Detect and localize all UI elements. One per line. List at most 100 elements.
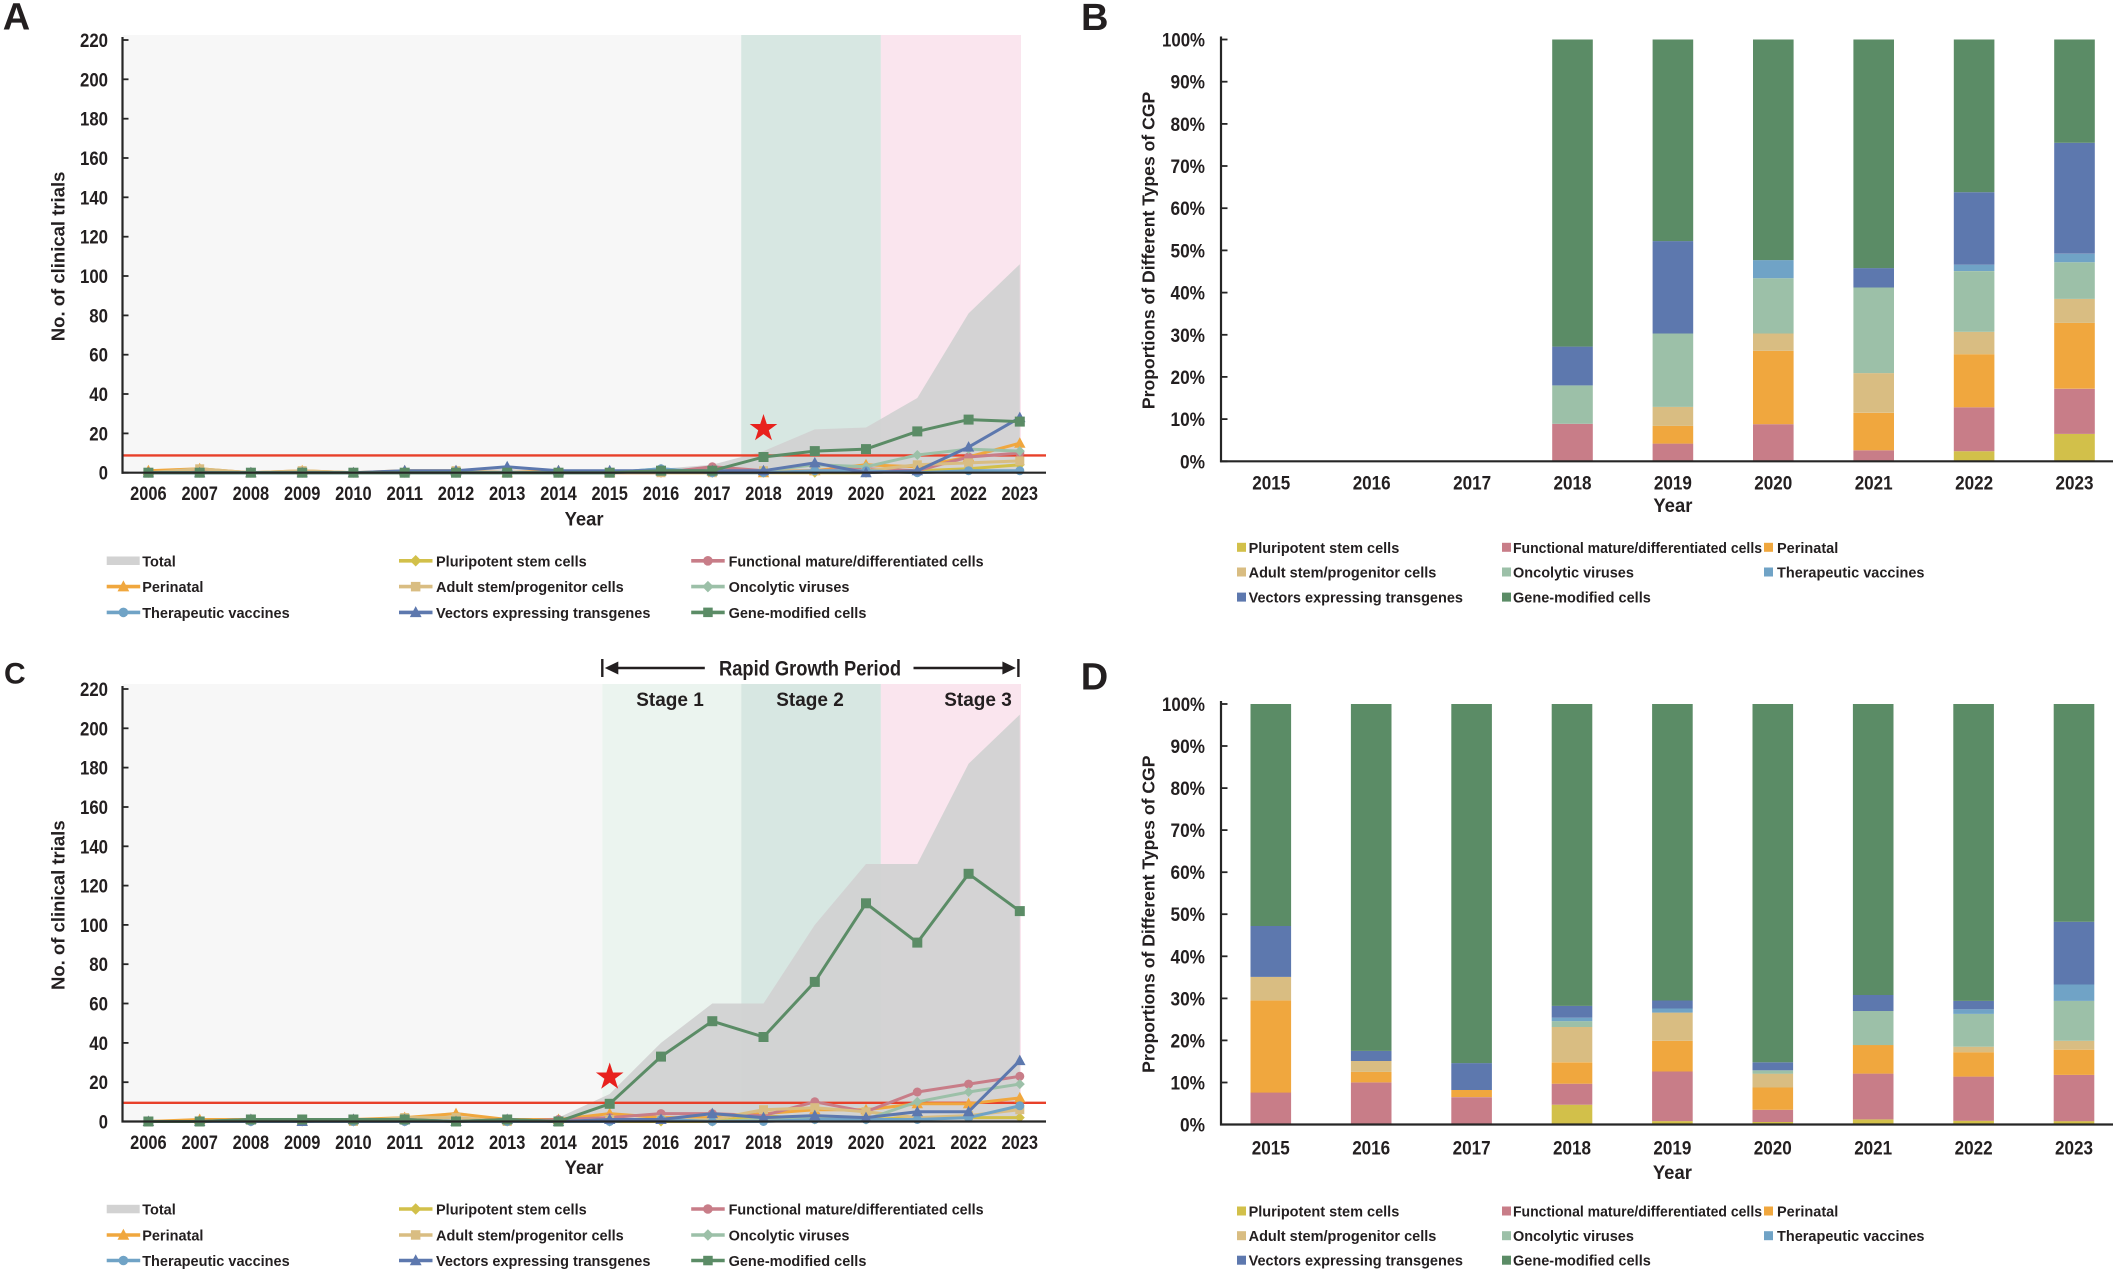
svg-text:Pluripotent stem cells: Pluripotent stem cells (436, 554, 587, 570)
svg-text:2019: 2019 (797, 1133, 834, 1154)
svg-text:Year: Year (1653, 496, 1693, 517)
svg-text:180: 180 (80, 110, 108, 131)
svg-text:A: A (3, 0, 30, 38)
svg-text:0: 0 (99, 464, 108, 485)
svg-text:Oncolytic viruses: Oncolytic viruses (1513, 566, 1634, 582)
svg-text:Functional mature/differentiat: Functional mature/differentiated cells (1513, 1205, 1762, 1221)
svg-text:2008: 2008 (233, 1133, 270, 1154)
svg-text:Year: Year (1653, 1163, 1693, 1184)
svg-text:2019: 2019 (1654, 474, 1692, 495)
svg-text:2011: 2011 (386, 1133, 423, 1154)
svg-text:B: B (1081, 0, 1108, 39)
svg-text:2010: 2010 (335, 484, 372, 505)
svg-text:180: 180 (80, 759, 108, 780)
svg-text:2022: 2022 (950, 1133, 987, 1154)
svg-text:160: 160 (80, 798, 108, 819)
svg-text:Rapid Growth Period: Rapid Growth Period (719, 658, 901, 681)
svg-text:2020: 2020 (848, 1133, 885, 1154)
svg-text:220: 220 (80, 680, 108, 701)
svg-text:200: 200 (80, 719, 108, 740)
svg-text:2012: 2012 (438, 1133, 475, 1154)
svg-text:20: 20 (89, 424, 108, 445)
svg-text:20%: 20% (1171, 1031, 1206, 1052)
svg-text:2019: 2019 (1653, 1139, 1691, 1160)
svg-text:2017: 2017 (1453, 1139, 1491, 1160)
svg-text:20: 20 (89, 1073, 108, 1094)
svg-text:2015: 2015 (591, 1133, 628, 1154)
svg-text:Adult stem/progenitor cells: Adult stem/progenitor cells (1249, 1229, 1437, 1245)
svg-text:80: 80 (89, 955, 108, 976)
svg-text:0: 0 (99, 1113, 108, 1134)
svg-text:No. of clinical trials: No. of clinical trials (48, 820, 69, 990)
svg-text:2022: 2022 (1955, 1139, 1993, 1160)
svg-text:2016: 2016 (643, 1133, 680, 1154)
svg-text:Proportions of Different Types: Proportions of Different Types of CGP (1139, 755, 1159, 1073)
svg-text:2011: 2011 (386, 484, 423, 505)
svg-text:2020: 2020 (1754, 474, 1792, 495)
svg-text:Pluripotent stem cells: Pluripotent stem cells (1249, 541, 1400, 557)
svg-text:2006: 2006 (130, 484, 167, 505)
svg-text:2017: 2017 (1453, 474, 1491, 495)
svg-text:160: 160 (80, 149, 108, 170)
svg-text:Therapeutic vaccines: Therapeutic vaccines (1777, 1229, 1925, 1245)
svg-text:Vectors expressing transgenes: Vectors expressing transgenes (436, 606, 650, 622)
svg-text:2006: 2006 (130, 1133, 167, 1154)
svg-text:20%: 20% (1171, 368, 1206, 389)
svg-text:Pluripotent stem cells: Pluripotent stem cells (436, 1203, 587, 1219)
svg-text:140: 140 (80, 837, 108, 858)
svg-text:90%: 90% (1171, 737, 1206, 758)
svg-text:2022: 2022 (1955, 474, 1993, 495)
svg-text:Total: Total (142, 1203, 176, 1219)
svg-text:Vectors expressing transgenes: Vectors expressing transgenes (1249, 591, 1463, 607)
svg-text:Year: Year (565, 510, 605, 531)
svg-text:Total: Total (142, 554, 176, 570)
svg-text:40: 40 (89, 385, 108, 406)
svg-text:Gene-modified cells: Gene-modified cells (729, 1254, 867, 1270)
svg-text:2023: 2023 (1002, 1133, 1039, 1154)
svg-text:0%: 0% (1180, 452, 1205, 473)
svg-text:Therapeutic vaccines: Therapeutic vaccines (1777, 566, 1925, 582)
svg-text:120: 120 (80, 228, 108, 249)
svg-text:2008: 2008 (233, 484, 270, 505)
svg-text:70%: 70% (1171, 821, 1206, 842)
svg-text:Oncolytic viruses: Oncolytic viruses (1513, 1229, 1634, 1245)
svg-text:140: 140 (80, 188, 108, 209)
svg-text:2018: 2018 (1554, 474, 1592, 495)
svg-text:2007: 2007 (181, 484, 218, 505)
svg-text:40: 40 (89, 1034, 108, 1055)
svg-text:220: 220 (80, 31, 108, 52)
svg-text:2014: 2014 (540, 484, 577, 505)
svg-text:Vectors expressing transgenes: Vectors expressing transgenes (1249, 1254, 1463, 1270)
svg-text:60: 60 (89, 995, 108, 1016)
svg-text:2019: 2019 (797, 484, 834, 505)
svg-text:2009: 2009 (284, 1133, 321, 1154)
svg-text:60%: 60% (1171, 863, 1206, 884)
svg-text:2022: 2022 (950, 484, 987, 505)
svg-text:Perinatal: Perinatal (1777, 541, 1838, 557)
svg-text:50%: 50% (1171, 905, 1206, 926)
svg-text:40%: 40% (1171, 284, 1206, 305)
svg-text:2013: 2013 (489, 1133, 526, 1154)
svg-text:2007: 2007 (181, 1133, 218, 1154)
svg-text:C: C (4, 657, 26, 690)
svg-text:Perinatal: Perinatal (1777, 1205, 1838, 1221)
svg-text:No. of clinical trials: No. of clinical trials (48, 172, 69, 342)
svg-text:100: 100 (80, 267, 108, 288)
svg-text:60: 60 (89, 346, 108, 367)
svg-text:2014: 2014 (540, 1133, 577, 1154)
svg-text:Pluripotent stem cells: Pluripotent stem cells (1249, 1205, 1400, 1221)
svg-text:2009: 2009 (284, 484, 321, 505)
svg-text:Stage 2: Stage 2 (776, 690, 844, 711)
svg-text:2016: 2016 (1353, 474, 1391, 495)
svg-text:30%: 30% (1171, 989, 1206, 1010)
svg-text:80%: 80% (1171, 779, 1206, 800)
svg-text:Vectors expressing transgenes: Vectors expressing transgenes (436, 1254, 650, 1270)
svg-text:2021: 2021 (1855, 474, 1893, 495)
svg-text:10%: 10% (1171, 1074, 1206, 1095)
svg-text:Adult stem/progenitor cells: Adult stem/progenitor cells (1249, 566, 1437, 582)
svg-text:80%: 80% (1171, 115, 1206, 136)
svg-text:Functional mature/differentiat: Functional mature/differentiated cells (1513, 541, 1762, 557)
svg-text:200: 200 (80, 70, 108, 91)
svg-text:90%: 90% (1171, 73, 1206, 94)
svg-text:2017: 2017 (694, 484, 731, 505)
